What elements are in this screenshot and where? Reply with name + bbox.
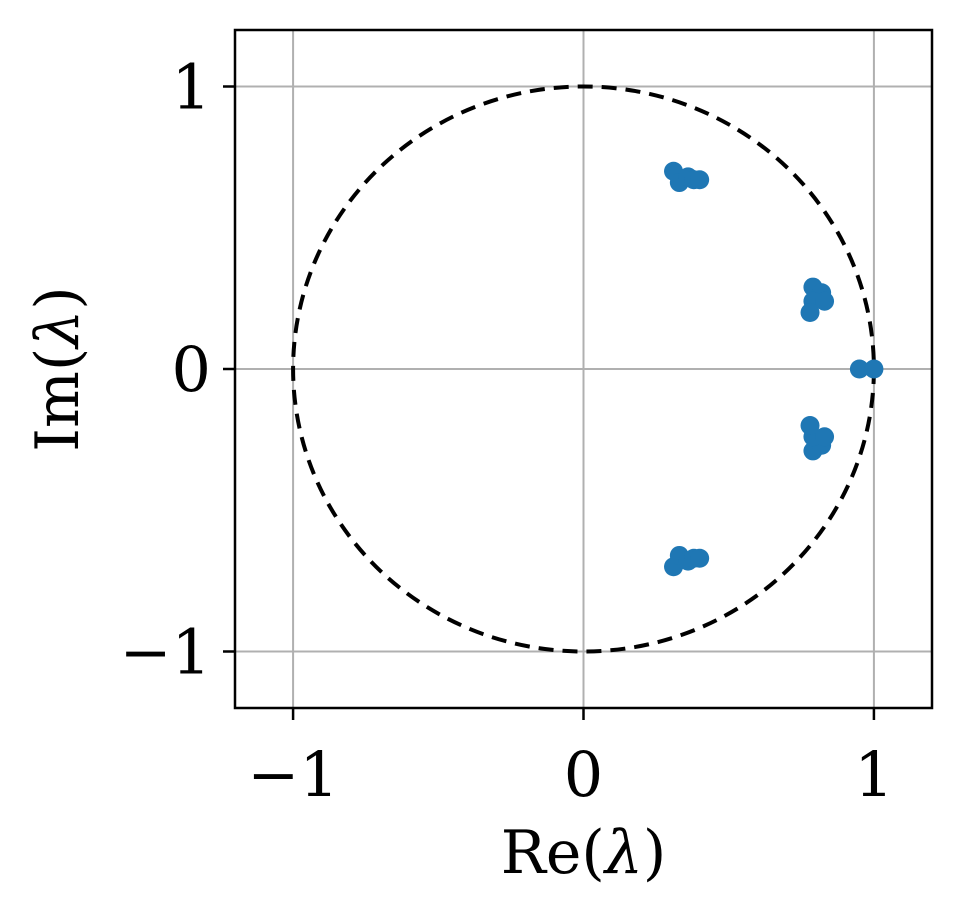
eigenvalue-point bbox=[690, 548, 710, 568]
eigenvalue-point bbox=[800, 303, 820, 322]
x-axis-label: Re(λ) bbox=[501, 818, 667, 888]
y-tick-label: 0 bbox=[172, 333, 211, 406]
eigenvalue-point bbox=[800, 416, 820, 435]
tick-marks bbox=[223, 85, 876, 720]
tick-labels: −1 0 1 1 0 −1 bbox=[120, 51, 894, 812]
eigenvalue-point bbox=[815, 427, 835, 447]
eigenvalue-point bbox=[690, 170, 710, 190]
y-axis-label: Im(λ) bbox=[23, 286, 93, 451]
y-tick-label: 1 bbox=[172, 51, 211, 124]
eigenvalue-point bbox=[815, 291, 835, 311]
y-tick-label: −1 bbox=[120, 616, 211, 689]
x-tick-label: 1 bbox=[854, 738, 893, 811]
x-tick-label: −1 bbox=[247, 738, 338, 811]
eigenvalue-point bbox=[849, 359, 869, 379]
eigenvalue-point bbox=[864, 359, 884, 379]
x-tick-label: 0 bbox=[564, 738, 603, 811]
grid-lines bbox=[235, 30, 932, 708]
data-points bbox=[664, 161, 884, 577]
